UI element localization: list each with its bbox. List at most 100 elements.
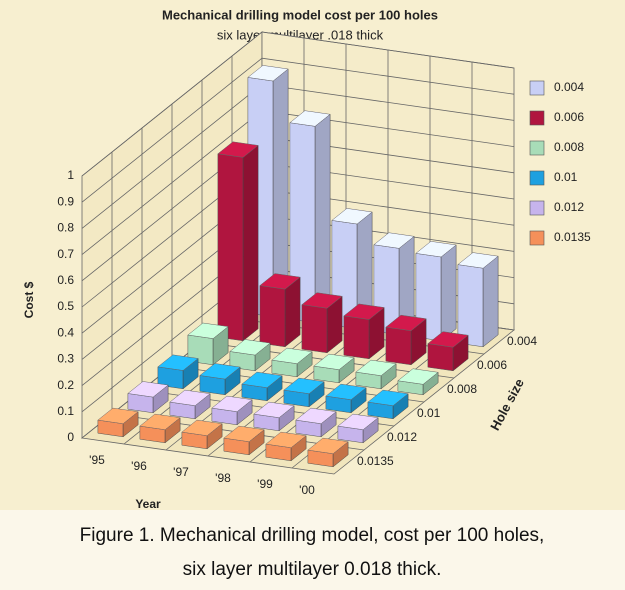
bar bbox=[325, 383, 367, 414]
caption-background bbox=[0, 510, 625, 590]
x-tick-label: '96 bbox=[131, 459, 147, 473]
y-tick-label: 0.2 bbox=[57, 378, 74, 392]
bar-top bbox=[253, 401, 295, 418]
legend-swatch bbox=[529, 170, 545, 186]
bar-side bbox=[242, 144, 259, 342]
bar-front bbox=[259, 285, 286, 348]
bar-top bbox=[97, 407, 139, 424]
bar-top bbox=[157, 354, 199, 371]
bar-front bbox=[301, 304, 328, 354]
bar bbox=[241, 371, 283, 402]
bar-side bbox=[482, 255, 499, 348]
y-tick-label: 1 bbox=[67, 168, 74, 182]
bar bbox=[253, 401, 295, 432]
legend-label: 0.01 bbox=[554, 170, 578, 184]
bar-top bbox=[229, 339, 271, 356]
bar-top bbox=[247, 65, 289, 82]
bar-top bbox=[331, 208, 373, 225]
bar bbox=[181, 419, 223, 450]
bar bbox=[223, 425, 265, 456]
z-tick-label: 0.006 bbox=[477, 358, 507, 372]
legend-swatch bbox=[529, 200, 545, 216]
bar bbox=[427, 331, 469, 372]
y-tick-label: 0.5 bbox=[57, 299, 74, 313]
bar bbox=[301, 292, 343, 354]
caption-line: six layer multilayer 0.018 thick. bbox=[183, 559, 442, 580]
y-tick-label: 0.8 bbox=[57, 221, 74, 235]
bar-top bbox=[217, 141, 259, 158]
x-tick-label: '99 bbox=[257, 477, 273, 491]
y-tick-label: 0.4 bbox=[57, 325, 74, 339]
bar-top bbox=[241, 371, 283, 388]
bar-side bbox=[314, 113, 331, 324]
z-tick-label: 0.0135 bbox=[357, 454, 394, 468]
legend-label: 0.0135 bbox=[554, 230, 591, 244]
bar bbox=[355, 359, 397, 390]
legend-label: 0.004 bbox=[554, 80, 584, 94]
y-tick-label: 0.7 bbox=[57, 247, 74, 261]
bar-top bbox=[283, 377, 325, 394]
bar bbox=[187, 322, 229, 366]
bar bbox=[307, 437, 349, 468]
bar-top bbox=[313, 353, 355, 370]
caption-line: Figure 1. Mechanical drilling model, cos… bbox=[80, 525, 545, 546]
y-tick-label: 0.3 bbox=[57, 352, 74, 366]
legend-swatch bbox=[529, 80, 545, 96]
bar bbox=[397, 368, 439, 396]
x-tick-label: '95 bbox=[89, 453, 105, 467]
bar-top bbox=[367, 389, 409, 406]
bar bbox=[169, 389, 211, 420]
bar-top bbox=[385, 314, 427, 332]
bar bbox=[457, 252, 499, 348]
bar bbox=[157, 354, 199, 390]
bar-front bbox=[385, 326, 412, 366]
bar-top bbox=[397, 368, 439, 385]
bar-top bbox=[355, 359, 397, 376]
legend-label: 0.008 bbox=[554, 140, 584, 154]
bar-top bbox=[271, 347, 313, 364]
bar-top bbox=[373, 232, 415, 249]
bar bbox=[283, 377, 325, 408]
bar bbox=[367, 389, 409, 420]
bar bbox=[211, 395, 253, 426]
bar bbox=[265, 431, 307, 462]
bar-top bbox=[169, 389, 211, 406]
bar bbox=[199, 363, 241, 396]
bar-top bbox=[199, 363, 241, 380]
bar bbox=[415, 241, 457, 342]
bar-top bbox=[343, 303, 385, 320]
bar-front bbox=[427, 343, 454, 372]
bar-top bbox=[415, 241, 457, 258]
bar bbox=[229, 339, 271, 372]
y-tick-label: 0 bbox=[67, 430, 74, 444]
bar-top bbox=[457, 252, 499, 269]
bar-top bbox=[211, 395, 253, 412]
bar bbox=[259, 273, 301, 348]
legend-label: 0.006 bbox=[554, 110, 584, 124]
bar bbox=[217, 141, 259, 342]
legend-swatch bbox=[529, 140, 545, 156]
x-axis-label: Year bbox=[135, 497, 161, 511]
z-tick-label: 0.004 bbox=[507, 334, 537, 348]
bar bbox=[385, 314, 427, 366]
bar-top bbox=[427, 331, 469, 348]
grid-line bbox=[81, 31, 515, 177]
bar-top bbox=[259, 273, 301, 290]
bar bbox=[127, 381, 169, 414]
bar-top bbox=[187, 322, 229, 339]
legend-swatch bbox=[529, 110, 545, 126]
bar-top bbox=[139, 413, 181, 430]
x-tick-label: '98 bbox=[215, 471, 231, 485]
x-tick-label: '00 bbox=[299, 483, 315, 497]
bar bbox=[139, 413, 181, 444]
z-tick-label: 0.008 bbox=[447, 382, 477, 396]
bar bbox=[295, 407, 337, 438]
bar-top bbox=[127, 381, 169, 398]
bar bbox=[271, 347, 313, 378]
y-tick-label: 0.6 bbox=[57, 273, 74, 287]
bar-top bbox=[307, 437, 349, 454]
bar-top bbox=[325, 383, 367, 400]
bar bbox=[343, 303, 385, 360]
bar-front bbox=[343, 315, 370, 360]
